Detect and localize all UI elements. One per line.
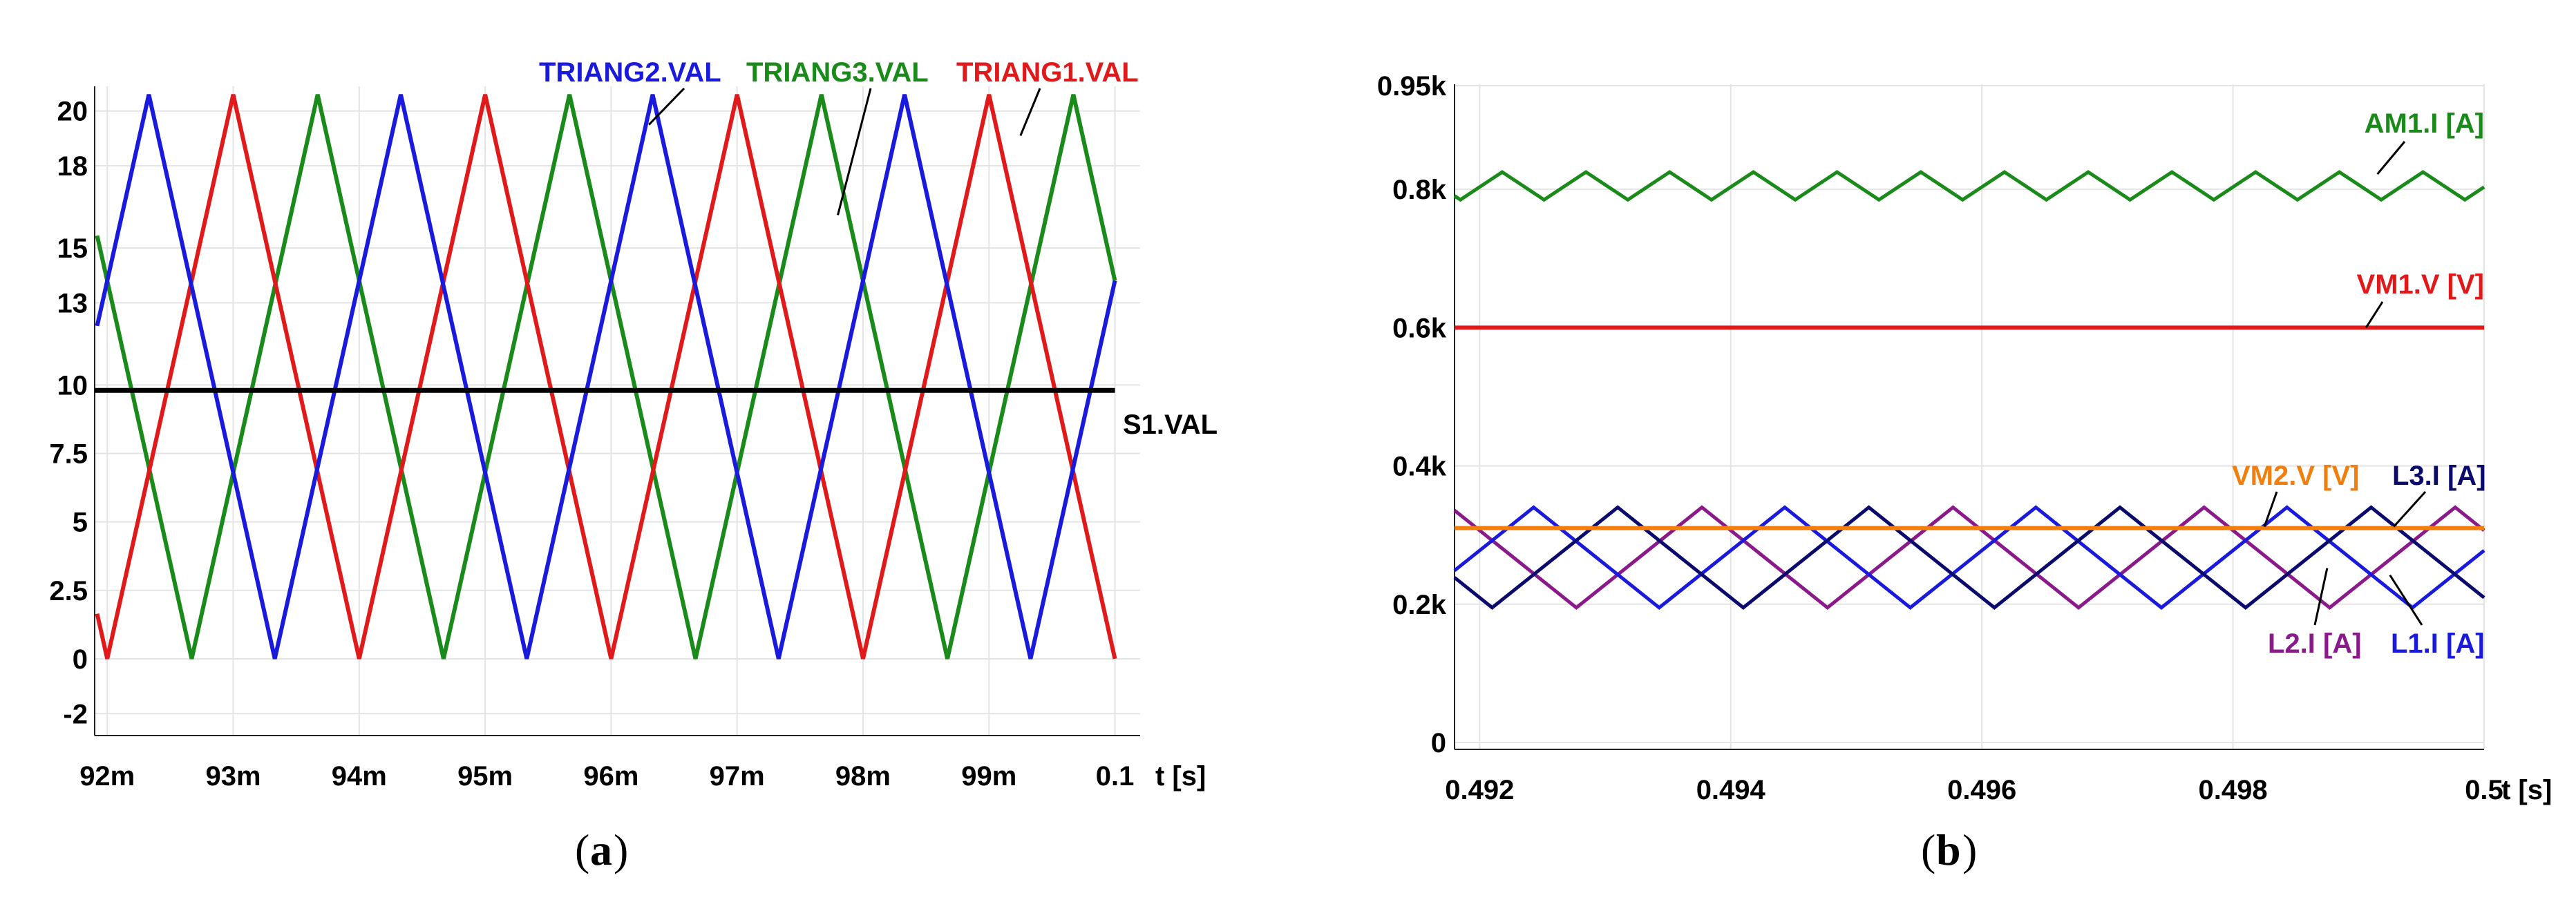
y-tick-label: 0 <box>73 644 88 675</box>
caption-a-letter: a <box>590 825 612 874</box>
series-leader-line <box>2389 574 2423 626</box>
x-tick-label: 0.494 <box>1696 775 1766 805</box>
series-label: L2.I [A] <box>2268 628 2362 659</box>
series-leader-line <box>1019 88 1041 136</box>
y-tick-label: 2.5 <box>49 576 88 606</box>
series-line <box>1453 505 2485 611</box>
series-label: TRIANG3.VAL <box>746 57 929 88</box>
x-tick-label: 0.492 <box>1445 775 1514 805</box>
x-tick-label: 99m <box>961 761 1016 791</box>
series-leader-line <box>647 87 685 126</box>
series-label: TRIANG2.VAL <box>539 57 721 88</box>
series-label: TRIANG1.VAL <box>956 57 1139 88</box>
x-tick-label: 0.498 <box>2199 775 2268 805</box>
series-leader-line <box>2365 301 2384 329</box>
series-leader-line <box>837 88 872 215</box>
x-tick-label: 98m <box>835 761 891 791</box>
series-leader-line <box>2263 491 2278 528</box>
x-axis-label: t [s] <box>2501 775 2552 805</box>
y-tick-label: -2 <box>63 699 88 729</box>
y-tick-label: 18 <box>57 151 88 182</box>
series-label: L1.I [A] <box>2391 628 2485 659</box>
series-leader-line <box>2393 490 2427 528</box>
series-leader-line <box>2313 568 2329 626</box>
series-label: S1.VAL <box>1123 410 1218 440</box>
x-tick-label: 96m <box>583 761 638 791</box>
series-line <box>1453 505 2485 611</box>
x-tick-label: 95m <box>457 761 513 791</box>
series-label: L3.I [A] <box>2392 461 2486 491</box>
caption-a: ( a ) <box>575 825 628 874</box>
x-tick-label: 94m <box>332 761 387 791</box>
x-axis-label: t [s] <box>1155 761 1206 791</box>
series-line <box>1453 170 2485 202</box>
y-tick-label: 5 <box>73 508 88 538</box>
y-tick-label: 15 <box>57 233 88 264</box>
y-tick-label: 20 <box>57 97 88 127</box>
y-tick-label: 0.8k <box>1392 175 1447 205</box>
caption-b: ( b ) <box>1921 825 1977 874</box>
y-tick-label: 0 <box>1431 728 1446 758</box>
series-line <box>95 94 1117 660</box>
svg-text:(: ( <box>1921 825 1935 874</box>
chart-b: 0 0.2k 0.4k 0.6k 0.8k 0.95k 0.492 0.494 0.496 0.4… <box>1377 71 2552 805</box>
y-tick-label: 0.4k <box>1392 452 1447 482</box>
svg-text:): ) <box>614 825 628 874</box>
y-tick-label: 0.6k <box>1392 313 1447 343</box>
svg-text:): ) <box>1962 825 1977 874</box>
series-label: VM2.V [V] <box>2232 461 2359 491</box>
svg-text:(: ( <box>575 825 589 874</box>
y-tick-label: 7.5 <box>49 439 88 469</box>
x-tick-label: 93m <box>205 761 261 791</box>
series-line <box>95 94 1117 660</box>
y-tick-label: 0.2k <box>1392 590 1447 620</box>
series-label: AM1.I [A] <box>2365 108 2484 139</box>
y-tick-label: 10 <box>57 370 88 401</box>
x-tick-label: 0.496 <box>1947 775 2016 805</box>
chart-a: -2 0 2.5 5 7.5 10 13 15 18 20 92m 93m 94m 95m 96m 97m 98… <box>49 57 1218 791</box>
series-line <box>1453 505 2485 611</box>
x-tick-label: 97m <box>710 761 765 791</box>
series-leader-line <box>2376 141 2406 175</box>
series-label: VM1.V [V] <box>2357 269 2484 300</box>
y-tick-label: 0.95k <box>1377 71 1447 102</box>
series-line <box>95 94 1117 660</box>
x-tick-label: 92m <box>79 761 135 791</box>
caption-b-letter: b <box>1936 825 1961 874</box>
y-tick-label: 13 <box>57 288 88 318</box>
x-tick-label: 0.5 <box>2465 775 2503 805</box>
x-tick-label: 0.1 <box>1096 761 1135 791</box>
